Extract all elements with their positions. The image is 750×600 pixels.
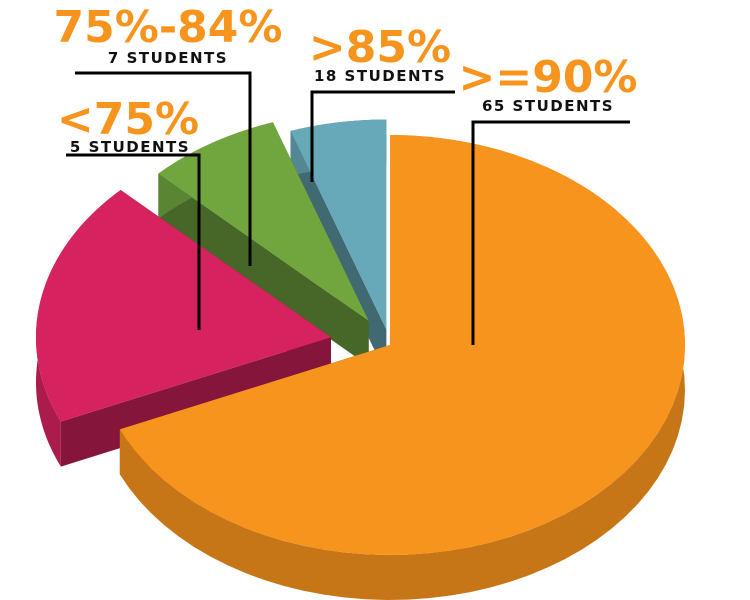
count-label-lt75: 5 STUDENTS [70,138,190,156]
count-label-gt85: 18 STUDENTS [314,67,446,85]
slice-top-gt85 [35,190,331,422]
callouts: >=90% 65 STUDENTS >85% 18 STUDENTS 75%-8… [54,2,638,345]
leader-line-gte90 [471,120,630,345]
count-label-gte90: 65 STUDENTS [482,97,614,115]
leader-line-75-84 [75,71,252,266]
leader-line-gt85 [310,90,455,182]
callout-75-84: 75%-84% 7 STUDENTS [54,2,283,266]
range-label-gte90: >=90% [458,52,637,103]
callout-gte90: >=90% 65 STUDENTS [458,52,638,345]
callout-lt75: <75% 5 STUDENTS [57,94,201,330]
slice-top-gte90 [119,135,685,555]
count-label-75-84: 7 STUDENTS [108,49,228,67]
leader-line-lt75 [66,153,201,330]
range-label-75-84: 75%-84% [54,2,283,53]
pie-slices [35,119,685,600]
callout-gt85: >85% 18 STUDENTS [309,22,455,182]
range-label-gt85: >85% [309,22,451,73]
slice-top-lt75 [290,119,387,330]
slice-wall-75-84-0 [158,173,369,366]
slice-top-75-84 [158,122,369,321]
range-label-lt75: <75% [57,94,199,145]
